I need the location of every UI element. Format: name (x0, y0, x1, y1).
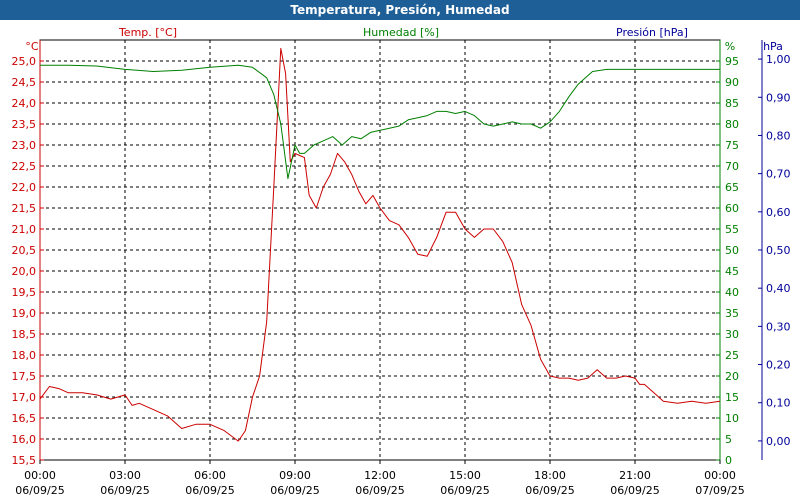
hum-tick-label: 60 (725, 202, 739, 215)
hum-tick-label: 85 (725, 97, 739, 110)
x-tick-time-label: 15:00 (449, 469, 481, 482)
pres-tick-label: 0,30 (766, 320, 791, 333)
temp-tick-label: 24,5 (12, 76, 37, 89)
pres-tick-label: 0,80 (766, 129, 791, 142)
temp-tick-label: 15,5 (12, 454, 37, 467)
temp-tick-label: 22,5 (12, 160, 37, 173)
temp-tick-label: 24,0 (12, 97, 37, 110)
pres-tick-label: 0,40 (766, 282, 791, 295)
x-tick-date-label: 06/09/25 (185, 484, 234, 497)
hum-tick-label: 10 (725, 412, 739, 425)
x-tick-time-label: 00:00 (704, 469, 736, 482)
humidity-line (40, 64, 720, 180)
hum-series-label: Humedad [%] (363, 26, 439, 39)
hum-tick-label: 80 (725, 118, 739, 131)
temp-tick-label: 21,0 (12, 223, 37, 236)
hum-tick-label: 20 (725, 370, 739, 383)
hum-tick-label: 30 (725, 328, 739, 341)
temp-tick-label: 20,0 (12, 265, 37, 278)
x-tick-date-label: 06/09/25 (270, 484, 319, 497)
x-tick-time-label: 09:00 (279, 469, 311, 482)
x-tick-time-label: 03:00 (109, 469, 141, 482)
pres-tick-label: 1,00 (766, 53, 791, 66)
hum-tick-label: 25 (725, 349, 739, 362)
pres-tick-label: 0,00 (766, 435, 791, 448)
temp-series-label: Temp. [°C] (118, 26, 177, 39)
temp-tick-label: 17,5 (12, 370, 37, 383)
x-tick-date-label: 06/09/25 (355, 484, 404, 497)
temperature-line (39, 47, 721, 442)
temp-tick-label: 21,5 (12, 202, 37, 215)
hum-tick-label: 0 (725, 454, 732, 467)
x-tick-date-label: 06/09/25 (610, 484, 659, 497)
temp-tick-label: 16,5 (12, 412, 37, 425)
hum-unit-label: % (725, 40, 735, 53)
hum-tick-label: 15 (725, 391, 739, 404)
hum-tick-label: 50 (725, 244, 739, 257)
hum-tick-label: 70 (725, 160, 739, 173)
hum-tick-label: 55 (725, 223, 739, 236)
hum-tick-label: 90 (725, 76, 739, 89)
pres-tick-label: 0,90 (766, 91, 791, 104)
chart-title: Temperatura, Presión, Humedad (0, 0, 800, 20)
pres-series-label: Presión [hPa] (616, 26, 688, 39)
x-tick-time-label: 18:00 (534, 469, 566, 482)
temp-tick-label: 25,0 (12, 55, 37, 68)
temp-tick-label: 23,0 (12, 139, 37, 152)
grid (39, 39, 721, 461)
x-tick-date-label: 07/09/25 (695, 484, 744, 497)
hum-tick-label: 5 (725, 433, 732, 446)
x-tick-time-label: 12:00 (364, 469, 396, 482)
x-tick-time-label: 06:00 (194, 469, 226, 482)
series-layer (39, 47, 721, 442)
temp-tick-label: 16,0 (12, 433, 37, 446)
temp-tick-label: 20,5 (12, 244, 37, 257)
temp-tick-label: 18,5 (12, 328, 37, 341)
pres-tick-label: 0,50 (766, 244, 791, 257)
pres-tick-label: 0,70 (766, 168, 791, 181)
x-tick-date-label: 06/09/25 (525, 484, 574, 497)
labels-layer: 15,5 16,0 16,5 17,0 17,5 18,0 18,5 19,0 19,5 20,0… (12, 26, 791, 497)
temp-tick-label: 22,0 (12, 181, 37, 194)
hum-tick-label: 95 (725, 55, 739, 68)
x-tick-time-label: 21:00 (619, 469, 651, 482)
axes (39, 40, 763, 464)
temp-unit-label: °C (25, 40, 39, 53)
pres-tick-label: 0,20 (766, 359, 791, 372)
temp-tick-label: 23,5 (12, 118, 37, 131)
hum-tick-label: 40 (725, 286, 739, 299)
hum-tick-label: 45 (725, 265, 739, 278)
temp-tick-label: 18,0 (12, 349, 37, 362)
hum-tick-label: 65 (725, 181, 739, 194)
x-tick-date-label: 06/09/25 (100, 484, 149, 497)
temp-tick-label: 19,0 (12, 307, 37, 320)
pres-tick-label: 0,10 (766, 397, 791, 410)
temp-tick-label: 17,0 (12, 391, 37, 404)
pres-unit-label: hPa (763, 40, 783, 53)
hum-tick-label: 75 (725, 139, 739, 152)
x-tick-date-label: 06/09/25 (440, 484, 489, 497)
x-tick-time-label: 00:00 (24, 469, 56, 482)
pres-tick-label: 0,60 (766, 206, 791, 219)
temp-tick-label: 19,5 (12, 286, 37, 299)
x-tick-date-label: 06/09/25 (15, 484, 64, 497)
hum-tick-label: 35 (725, 307, 739, 320)
